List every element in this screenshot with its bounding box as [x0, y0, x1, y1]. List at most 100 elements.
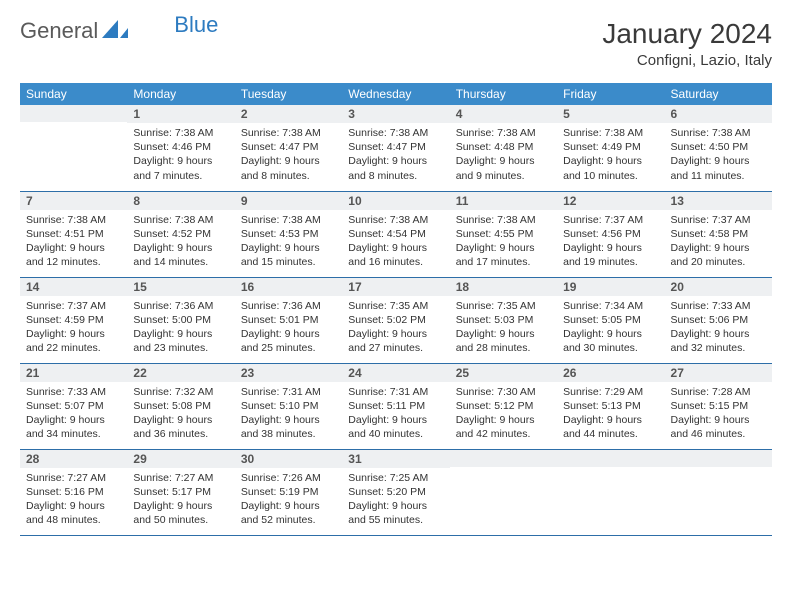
sunset-line: Sunset: 4:51 PM	[26, 227, 121, 241]
daylight-line: Daylight: 9 hours and 42 minutes.	[456, 413, 551, 441]
day-number: 12	[557, 192, 664, 210]
calendar-row: 1Sunrise: 7:38 AMSunset: 4:46 PMDaylight…	[20, 105, 772, 191]
logo-text-blue: Blue	[174, 12, 218, 38]
calendar-cell: 7Sunrise: 7:38 AMSunset: 4:51 PMDaylight…	[20, 191, 127, 277]
day-body: Sunrise: 7:38 AMSunset: 4:50 PMDaylight:…	[665, 123, 772, 189]
sunset-line: Sunset: 5:08 PM	[133, 399, 228, 413]
calendar-row: 28Sunrise: 7:27 AMSunset: 5:16 PMDayligh…	[20, 449, 772, 535]
day-body: Sunrise: 7:38 AMSunset: 4:46 PMDaylight:…	[127, 123, 234, 189]
daylight-line: Daylight: 9 hours and 30 minutes.	[563, 327, 658, 355]
daylight-line: Daylight: 9 hours and 11 minutes.	[671, 154, 766, 182]
daylight-line: Daylight: 9 hours and 32 minutes.	[671, 327, 766, 355]
sunrise-line: Sunrise: 7:36 AM	[241, 299, 336, 313]
day-body: Sunrise: 7:27 AMSunset: 5:16 PMDaylight:…	[20, 468, 127, 534]
day-body: Sunrise: 7:38 AMSunset: 4:55 PMDaylight:…	[450, 210, 557, 276]
sunrise-line: Sunrise: 7:28 AM	[671, 385, 766, 399]
calendar-cell: 16Sunrise: 7:36 AMSunset: 5:01 PMDayligh…	[235, 277, 342, 363]
calendar-cell-empty	[557, 449, 664, 535]
calendar-cell: 26Sunrise: 7:29 AMSunset: 5:13 PMDayligh…	[557, 363, 664, 449]
day-body: Sunrise: 7:38 AMSunset: 4:54 PMDaylight:…	[342, 210, 449, 276]
sunset-line: Sunset: 5:11 PM	[348, 399, 443, 413]
day-number	[20, 105, 127, 122]
day-number: 27	[665, 364, 772, 382]
day-number: 30	[235, 450, 342, 468]
calendar-cell: 4Sunrise: 7:38 AMSunset: 4:48 PMDaylight…	[450, 105, 557, 191]
day-number: 29	[127, 450, 234, 468]
day-body: Sunrise: 7:31 AMSunset: 5:11 PMDaylight:…	[342, 382, 449, 448]
sunrise-line: Sunrise: 7:36 AM	[133, 299, 228, 313]
daylight-line: Daylight: 9 hours and 48 minutes.	[26, 499, 121, 527]
daylight-line: Daylight: 9 hours and 28 minutes.	[456, 327, 551, 355]
calendar-cell: 3Sunrise: 7:38 AMSunset: 4:47 PMDaylight…	[342, 105, 449, 191]
daylight-line: Daylight: 9 hours and 7 minutes.	[133, 154, 228, 182]
daylight-line: Daylight: 9 hours and 15 minutes.	[241, 241, 336, 269]
day-number: 22	[127, 364, 234, 382]
day-body: Sunrise: 7:29 AMSunset: 5:13 PMDaylight:…	[557, 382, 664, 448]
calendar-cell: 31Sunrise: 7:25 AMSunset: 5:20 PMDayligh…	[342, 449, 449, 535]
daylight-line: Daylight: 9 hours and 27 minutes.	[348, 327, 443, 355]
day-body: Sunrise: 7:36 AMSunset: 5:01 PMDaylight:…	[235, 296, 342, 362]
daylight-line: Daylight: 9 hours and 10 minutes.	[563, 154, 658, 182]
sunrise-line: Sunrise: 7:35 AM	[348, 299, 443, 313]
sunrise-line: Sunrise: 7:37 AM	[671, 213, 766, 227]
day-body: Sunrise: 7:31 AMSunset: 5:10 PMDaylight:…	[235, 382, 342, 448]
sunset-line: Sunset: 4:52 PM	[133, 227, 228, 241]
sunset-line: Sunset: 5:19 PM	[241, 485, 336, 499]
daylight-line: Daylight: 9 hours and 22 minutes.	[26, 327, 121, 355]
sunset-line: Sunset: 5:07 PM	[26, 399, 121, 413]
day-body: Sunrise: 7:32 AMSunset: 5:08 PMDaylight:…	[127, 382, 234, 448]
sunrise-line: Sunrise: 7:33 AM	[671, 299, 766, 313]
daylight-line: Daylight: 9 hours and 17 minutes.	[456, 241, 551, 269]
daylight-line: Daylight: 9 hours and 23 minutes.	[133, 327, 228, 355]
calendar-cell: 20Sunrise: 7:33 AMSunset: 5:06 PMDayligh…	[665, 277, 772, 363]
day-body: Sunrise: 7:37 AMSunset: 4:56 PMDaylight:…	[557, 210, 664, 276]
day-body: Sunrise: 7:38 AMSunset: 4:47 PMDaylight:…	[235, 123, 342, 189]
day-number: 16	[235, 278, 342, 296]
day-number: 1	[127, 105, 234, 123]
day-number: 8	[127, 192, 234, 210]
calendar-cell: 18Sunrise: 7:35 AMSunset: 5:03 PMDayligh…	[450, 277, 557, 363]
sunrise-line: Sunrise: 7:26 AM	[241, 471, 336, 485]
sunset-line: Sunset: 4:47 PM	[348, 140, 443, 154]
calendar-cell: 8Sunrise: 7:38 AMSunset: 4:52 PMDaylight…	[127, 191, 234, 277]
day-body: Sunrise: 7:38 AMSunset: 4:49 PMDaylight:…	[557, 123, 664, 189]
sunrise-line: Sunrise: 7:38 AM	[563, 126, 658, 140]
calendar-cell: 11Sunrise: 7:38 AMSunset: 4:55 PMDayligh…	[450, 191, 557, 277]
sunrise-line: Sunrise: 7:29 AM	[563, 385, 658, 399]
calendar-cell: 15Sunrise: 7:36 AMSunset: 5:00 PMDayligh…	[127, 277, 234, 363]
day-body: Sunrise: 7:28 AMSunset: 5:15 PMDaylight:…	[665, 382, 772, 448]
day-body: Sunrise: 7:37 AMSunset: 4:59 PMDaylight:…	[20, 296, 127, 362]
sunrise-line: Sunrise: 7:38 AM	[348, 213, 443, 227]
sunrise-line: Sunrise: 7:34 AM	[563, 299, 658, 313]
sunset-line: Sunset: 4:58 PM	[671, 227, 766, 241]
sunrise-line: Sunrise: 7:37 AM	[26, 299, 121, 313]
calendar-head: SundayMondayTuesdayWednesdayThursdayFrid…	[20, 83, 772, 105]
daylight-line: Daylight: 9 hours and 16 minutes.	[348, 241, 443, 269]
day-number	[557, 450, 664, 467]
calendar-table: SundayMondayTuesdayWednesdayThursdayFrid…	[20, 83, 772, 536]
sunset-line: Sunset: 4:49 PM	[563, 140, 658, 154]
sunset-line: Sunset: 4:48 PM	[456, 140, 551, 154]
weekday-header: Monday	[127, 83, 234, 105]
day-number: 25	[450, 364, 557, 382]
page-title: January 2024	[602, 18, 772, 50]
title-block: January 2024 Configni, Lazio, Italy	[602, 18, 772, 69]
sunrise-line: Sunrise: 7:31 AM	[241, 385, 336, 399]
sunrise-line: Sunrise: 7:32 AM	[133, 385, 228, 399]
day-body: Sunrise: 7:33 AMSunset: 5:07 PMDaylight:…	[20, 382, 127, 448]
calendar-cell: 9Sunrise: 7:38 AMSunset: 4:53 PMDaylight…	[235, 191, 342, 277]
sunset-line: Sunset: 4:55 PM	[456, 227, 551, 241]
day-number: 3	[342, 105, 449, 123]
day-body: Sunrise: 7:30 AMSunset: 5:12 PMDaylight:…	[450, 382, 557, 448]
sunset-line: Sunset: 4:50 PM	[671, 140, 766, 154]
calendar-cell: 17Sunrise: 7:35 AMSunset: 5:02 PMDayligh…	[342, 277, 449, 363]
day-number: 20	[665, 278, 772, 296]
calendar-cell: 13Sunrise: 7:37 AMSunset: 4:58 PMDayligh…	[665, 191, 772, 277]
day-number: 21	[20, 364, 127, 382]
day-number: 4	[450, 105, 557, 123]
sunset-line: Sunset: 5:13 PM	[563, 399, 658, 413]
calendar-cell: 14Sunrise: 7:37 AMSunset: 4:59 PMDayligh…	[20, 277, 127, 363]
day-body: Sunrise: 7:38 AMSunset: 4:51 PMDaylight:…	[20, 210, 127, 276]
day-body: Sunrise: 7:35 AMSunset: 5:03 PMDaylight:…	[450, 296, 557, 362]
calendar-body: 1Sunrise: 7:38 AMSunset: 4:46 PMDaylight…	[20, 105, 772, 535]
